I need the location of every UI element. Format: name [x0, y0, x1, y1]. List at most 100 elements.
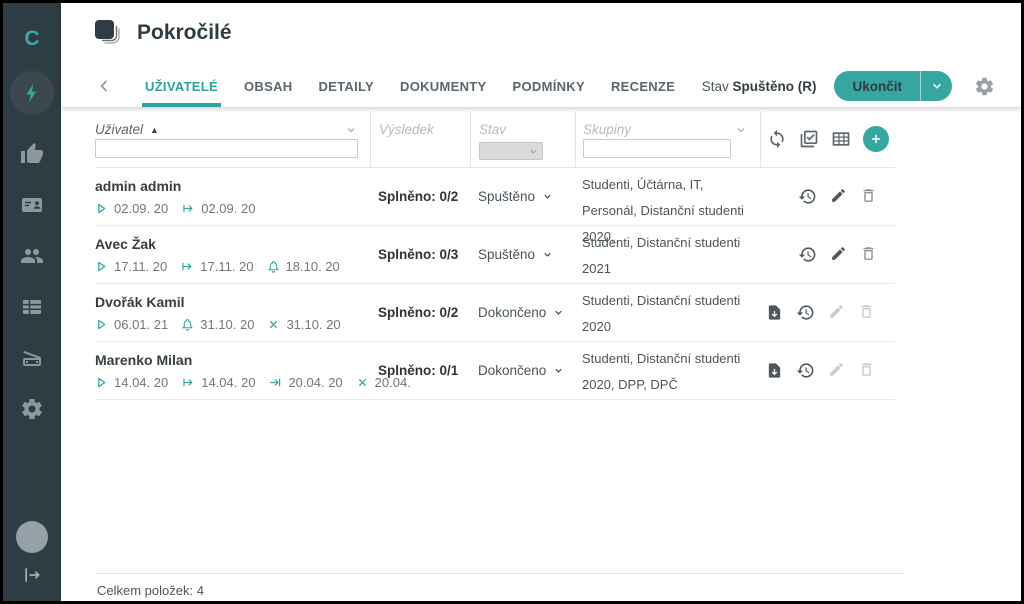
result-text: Splněno: 0/1: [378, 363, 459, 378]
groups-text: Studenti, Distanční studenti 2021: [582, 235, 741, 276]
status-filter-select[interactable]: [479, 142, 543, 160]
column-header-status: Stav: [479, 122, 507, 137]
date-item: 31.10. 20: [181, 317, 254, 332]
user-avatar[interactable]: [16, 521, 48, 553]
chevron-down-icon: [542, 249, 553, 260]
refresh-button[interactable]: [767, 129, 787, 149]
table-row: Dvořák Kamil 06.01. 21 31.10. 20 31.10. 20 S…: [95, 284, 895, 342]
bell-icon: [267, 260, 280, 273]
groups-column-menu-icon[interactable]: [735, 124, 747, 136]
thumb-up-icon: [20, 142, 44, 166]
tab-bar: UŽIVATELÉ OBSAH DETAILY DOKUMENTY PODMÍN…: [132, 65, 688, 107]
date-item: 02.09. 20: [95, 201, 168, 216]
file-download-icon: [766, 361, 783, 380]
pencil-icon: [828, 303, 845, 320]
page-title: Pokročilé: [137, 21, 232, 44]
result-text: Splněno: 0/2: [378, 189, 459, 204]
settings-button[interactable]: [974, 76, 995, 97]
lightning-icon: [21, 82, 43, 104]
sidebar-item-cards[interactable]: [20, 193, 44, 217]
page-header: Pokročilé UŽIVATELÉ OBSAH DETAILY DOKUME…: [61, 3, 1021, 107]
trash-icon: [860, 187, 877, 204]
column-header-user[interactable]: Uživatel: [95, 122, 144, 137]
column-header-result: Výsledek: [379, 122, 434, 137]
date-item: 18.10. 20: [267, 259, 340, 274]
sidebar-item-settings[interactable]: [20, 397, 44, 421]
sidebar-item-users[interactable]: [20, 244, 44, 268]
status-value: Spuštěno: [478, 247, 536, 262]
date-item: 14.04. 20: [181, 375, 255, 390]
collection-icon: [93, 18, 123, 48]
user-column-menu-icon[interactable]: [345, 124, 357, 136]
edit-button[interactable]: [830, 187, 847, 206]
groups-filter-input[interactable]: [583, 139, 731, 158]
add-user-button[interactable]: [863, 126, 889, 152]
delete-button: [858, 361, 875, 380]
course-state-value: Spuštěno (R): [732, 78, 817, 94]
back-button[interactable]: [94, 76, 114, 96]
tab-uzivatele[interactable]: UŽIVATELÉ: [132, 65, 231, 107]
logout-icon: [22, 565, 42, 585]
pencil-icon: [830, 187, 847, 204]
table-filter-row: Uživatel ▲ Výsledek Stav: [95, 111, 895, 168]
tab-recenze[interactable]: RECENZE: [610, 78, 676, 94]
history-button[interactable]: [798, 187, 817, 206]
finish-dropdown-button[interactable]: [920, 71, 952, 101]
status-dropdown[interactable]: Spuštěno: [478, 247, 553, 262]
sidebar-item-archive[interactable]: [20, 346, 44, 370]
date-text: 06.01. 21: [114, 317, 169, 332]
bulk-select-icon[interactable]: [799, 129, 819, 149]
people-icon: [20, 244, 44, 268]
history-button[interactable]: [796, 303, 815, 322]
user-filter-input[interactable]: [95, 139, 358, 158]
edit-button[interactable]: [830, 245, 847, 264]
tab-podminky[interactable]: PODMÍNKY: [512, 78, 585, 94]
trash-icon: [858, 303, 875, 320]
date-item: 06.01. 21: [95, 317, 168, 332]
sidebar-item-table[interactable]: [20, 295, 44, 319]
export-button[interactable]: [766, 361, 783, 380]
date-list: 14.04. 20 14.04. 20 20.04. 20 20.04.: [95, 375, 411, 390]
date-item: 17.11. 20: [180, 259, 254, 274]
chevron-down-icon: [528, 146, 539, 157]
gear-icon: [20, 397, 44, 421]
cross-icon: [356, 376, 369, 389]
finish-button[interactable]: Ukončit: [852, 78, 902, 94]
table-row: Marenko Milan 14.04. 20 14.04. 20 20.04. 20…: [95, 342, 895, 400]
arrow-from-bar-icon: [181, 202, 195, 215]
result-text: Splněno: 0/3: [378, 247, 459, 262]
sort-asc-icon[interactable]: ▲: [150, 124, 159, 135]
sidebar-item-flash[interactable]: [10, 71, 54, 115]
date-list: 17.11. 20 17.11. 20 18.10. 20: [95, 259, 370, 274]
delete-button[interactable]: [860, 187, 877, 206]
arrow-from-bar-icon: [180, 260, 194, 273]
status-dropdown[interactable]: Dokončeno: [478, 305, 564, 320]
table-view-button[interactable]: [831, 129, 851, 149]
date-item: 14.04. 20: [95, 375, 168, 390]
date-text: 31.10. 20: [200, 317, 255, 332]
status-dropdown[interactable]: Dokončeno: [478, 363, 564, 378]
date-item: 20.04.: [356, 375, 411, 390]
sidebar-item-likes[interactable]: [20, 142, 44, 166]
export-button[interactable]: [766, 303, 783, 322]
history-button[interactable]: [798, 245, 817, 264]
status-dropdown[interactable]: Spuštěno: [478, 189, 553, 204]
history-button[interactable]: [796, 361, 815, 380]
app-logo: C: [24, 27, 40, 50]
delete-button: [858, 303, 875, 322]
action-placeholder: [766, 245, 785, 264]
history-icon: [798, 245, 817, 264]
logout-button[interactable]: [22, 565, 42, 585]
status-value: Dokončeno: [478, 363, 547, 378]
date-text: 20.04. 20: [288, 375, 343, 390]
tab-obsah[interactable]: OBSAH: [244, 78, 293, 94]
tab-dokumenty[interactable]: DOKUMENTY: [400, 78, 487, 94]
date-text: 31.10. 20: [286, 317, 341, 332]
table-area: Uživatel ▲ Výsledek Stav: [61, 107, 1021, 601]
course-state: Stav Spuštěno (R): [702, 79, 817, 94]
date-text: 20.04.: [374, 375, 411, 390]
delete-button[interactable]: [860, 245, 877, 264]
tab-detaily[interactable]: DETAILY: [318, 78, 375, 94]
date-item: 31.10. 20: [267, 317, 341, 332]
